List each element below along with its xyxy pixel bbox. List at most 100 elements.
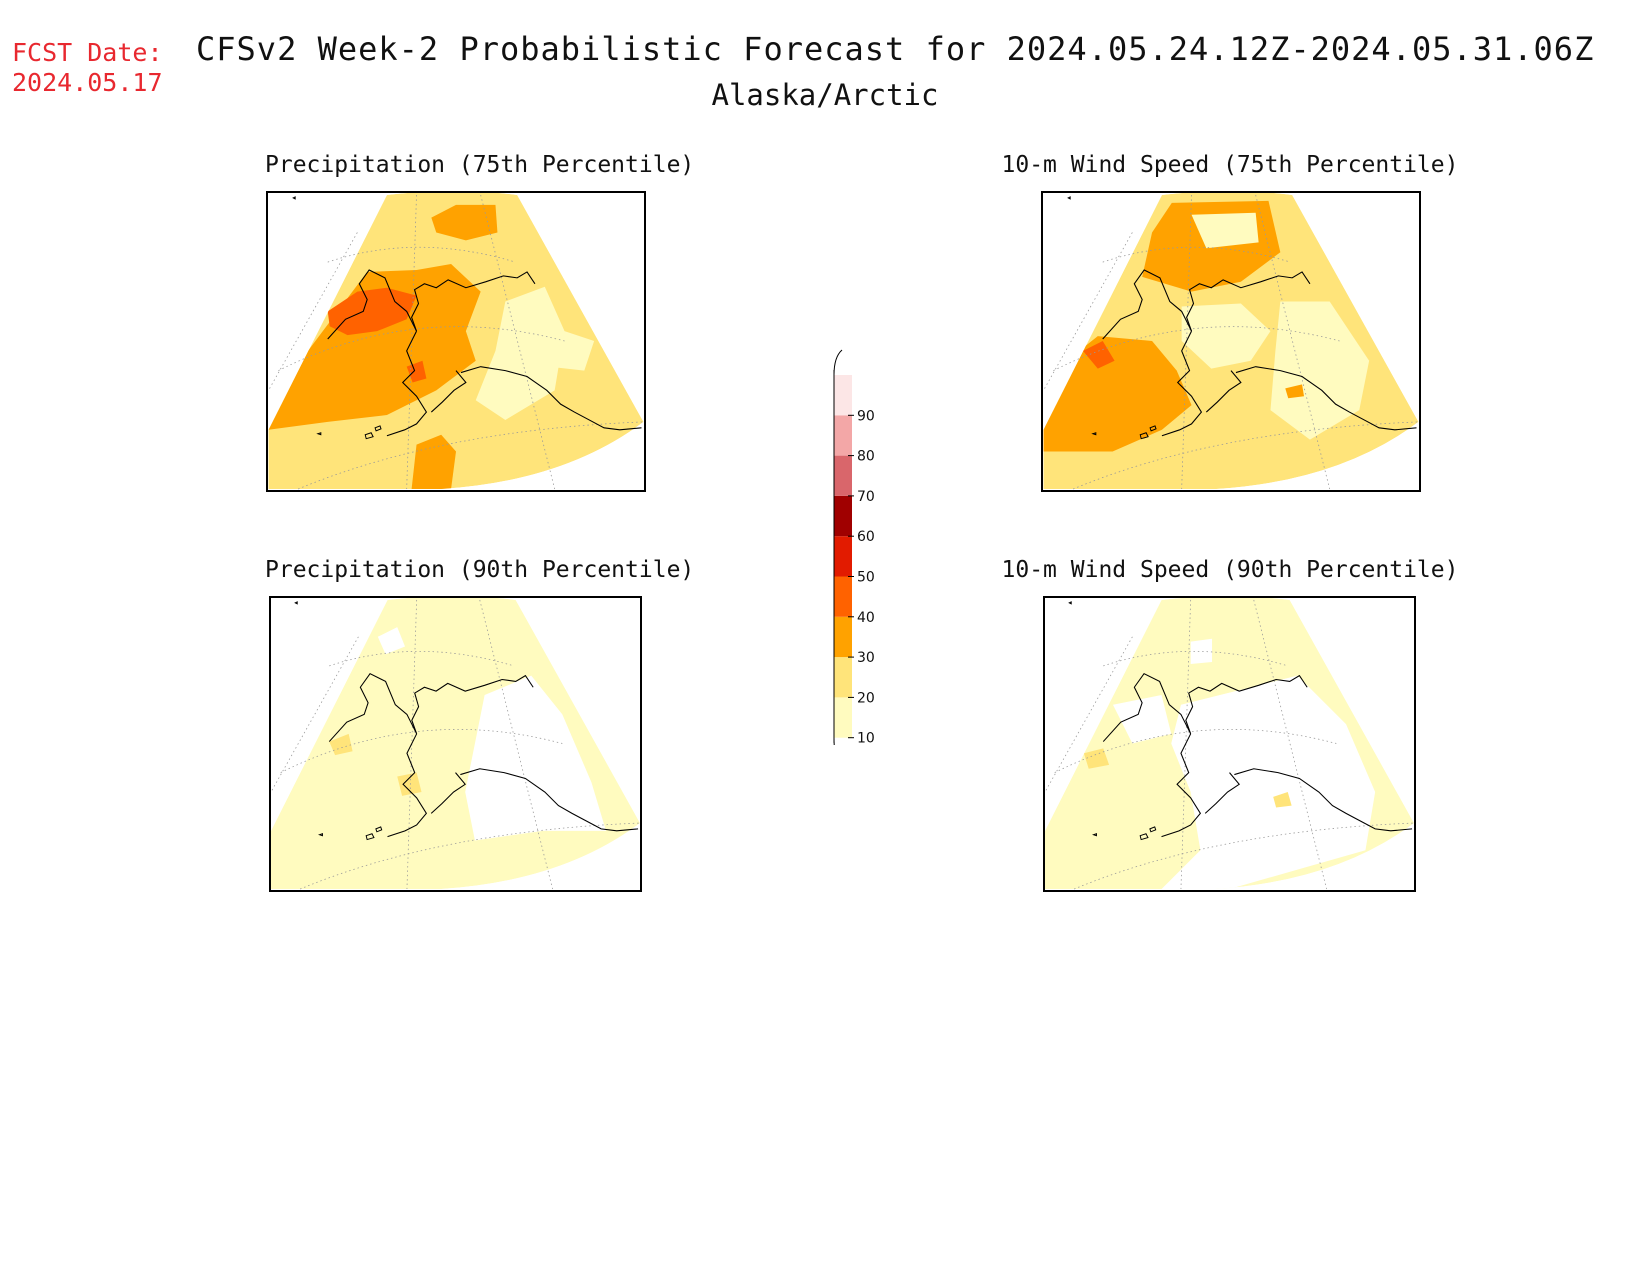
forecast-date-label: FCST Date: 2024.05.17 (12, 38, 163, 98)
map-precip-90-grid-1 (280, 729, 563, 773)
fcst-date-value: 2024.05.17 (12, 68, 163, 97)
map-precip-90-coast-3 (460, 768, 639, 832)
map-precip-75-contour-30-3 (411, 434, 456, 490)
map-precip-75-coast-1 (411, 271, 536, 332)
map-wind-75-island-1 (1149, 425, 1157, 432)
map-panel-wind-75 (1041, 191, 1421, 492)
map-precip-90-island-1 (375, 826, 383, 833)
map-precip-75-contour-30-2 (431, 204, 498, 241)
map-precip-90-coast-1 (411, 674, 534, 734)
map-wind-90-contour-20-5 (1273, 792, 1292, 808)
map-precip-75-contour-10-7 (534, 321, 595, 371)
map-precip-75-coast-3 (460, 366, 642, 431)
map-panel-precip-90 (269, 596, 642, 892)
colorbar-swatch-20 (834, 657, 852, 698)
panel-title-wind-90: 10-m Wind Speed (90th Percentile) (1001, 557, 1459, 583)
colorbar-label-90: 90 (857, 408, 875, 424)
colorbar-top-tip (833, 349, 843, 376)
map-wind-75-coast-4 (1205, 370, 1242, 413)
map-panel-precip-75 (266, 191, 646, 492)
map-wind-90-contour-0-2 (1112, 695, 1172, 744)
map-wind-75-contour-10-6 (1191, 212, 1259, 249)
map-precip-90-coast-0 (328, 672, 418, 742)
colorbar-swatch-30 (834, 616, 852, 658)
map-wind-75-contour-10-5 (1270, 301, 1370, 440)
colorbar-swatch-50 (834, 536, 852, 577)
panel-title-precip-90: Precipitation (90th Percentile) (265, 557, 695, 583)
map-wind-90-contour-0-3 (1190, 638, 1213, 664)
map-wind-75 (1043, 193, 1419, 490)
fcst-date-heading: FCST Date: (12, 38, 163, 67)
map-precip-75-island-1 (374, 425, 382, 432)
map-wind-75-coast-0 (1102, 269, 1193, 340)
colorbar-swatch-40 (834, 576, 852, 617)
main-title: CFSv2 Week-2 Probabilistic Forecast for … (196, 30, 1595, 68)
map-precip-75-coast-0 (327, 269, 418, 340)
map-precip-90-island-3 (294, 601, 298, 605)
map-wind-90-coast-2 (1161, 733, 1202, 838)
map-wind-75-contour-10-4 (1181, 303, 1271, 369)
map-precip-90-island-2 (318, 833, 323, 837)
map-precip-75-coast-4 (430, 370, 467, 413)
map-precip-75-contour-40-5 (406, 360, 427, 383)
map-wind-75-island-0 (1139, 432, 1149, 440)
map-wind-75-island-2 (1091, 432, 1097, 436)
map-precip-75-contour-30-1 (268, 264, 481, 430)
map-precip-90-grid-4 (479, 599, 553, 890)
map-precip-90-contour-10-0 (271, 598, 640, 890)
map-wind-75-coastlines (1067, 196, 1417, 440)
colorbar-label-60: 60 (857, 529, 875, 545)
map-wind-75-coast-2 (1161, 330, 1203, 437)
map-wind-75-island-3 (1067, 196, 1071, 200)
map-wind-90-coastlines (1068, 601, 1413, 841)
map-wind-75-contours (1043, 193, 1419, 490)
colorbar-svg: 10 20 30 40 50 60 70 80 90 (833, 349, 875, 768)
map-wind-75-grid-0 (1072, 421, 1419, 490)
map-precip-75-contours (268, 193, 644, 490)
colorbar-swatch-60 (834, 495, 852, 537)
map-wind-90-contours (1045, 598, 1414, 890)
map-wind-90-grid-4 (1253, 599, 1327, 890)
panel-title-precip-75: Precipitation (75th Percentile) (265, 152, 695, 178)
map-wind-90-island-2 (1092, 833, 1097, 837)
region-subtitle: Alaska/Arctic (711, 78, 939, 112)
map-wind-75-coast-1 (1186, 271, 1311, 332)
map-precip-90-island-0 (365, 833, 375, 841)
map-precip-90-contour-20-1 (329, 733, 353, 756)
colorbar-swatch-10 (834, 697, 852, 738)
map-precip-90-coastlines (294, 601, 639, 841)
map-wind-90-coast-4 (1204, 772, 1241, 814)
map-wind-90-island-0 (1139, 833, 1149, 841)
map-wind-75-grid-1 (1053, 326, 1340, 371)
map-wind-90-island-1 (1149, 826, 1157, 833)
colorbar-label-10: 10 (857, 731, 875, 745)
map-precip-90-contour-0-3 (465, 675, 607, 841)
map-panel-wind-90 (1043, 596, 1416, 892)
map-wind-90-grid-1 (1054, 729, 1337, 773)
colorbar: 10 20 30 40 50 60 70 80 90 (800, 335, 880, 768)
map-wind-90-coast-0 (1102, 672, 1192, 742)
map-precip-90-grid-0 (299, 822, 640, 890)
map-precip-90-contours (271, 598, 640, 890)
colorbar-label-70: 70 (857, 489, 875, 505)
map-precip-90-coast-4 (430, 772, 467, 814)
map-precip-75-grid-4 (480, 194, 556, 490)
map-wind-90-coast-1 (1185, 674, 1308, 734)
map-wind-75-coast-3 (1235, 366, 1417, 431)
map-wind-75-contour-30-2 (1043, 336, 1192, 452)
colorbar-label-80: 80 (857, 449, 875, 465)
map-wind-75-grid-4 (1255, 194, 1331, 490)
map-wind-90-contour-20-4 (1083, 748, 1110, 769)
map-wind-90-island-3 (1068, 601, 1072, 605)
map-wind-90 (1045, 598, 1414, 890)
map-precip-90-contour-0-4 (377, 627, 406, 655)
map-precip-75 (268, 193, 644, 490)
map-precip-75-grid-1 (278, 326, 565, 371)
colorbar-label-20: 20 (857, 690, 875, 706)
map-precip-75-island-2 (316, 432, 322, 436)
colorbar-swatch-90 (834, 375, 852, 416)
map-precip-75-coastlines (292, 196, 642, 440)
map-precip-90 (271, 598, 640, 890)
map-wind-90-coast-3 (1234, 768, 1413, 832)
map-precip-75-coast-2 (386, 330, 428, 437)
